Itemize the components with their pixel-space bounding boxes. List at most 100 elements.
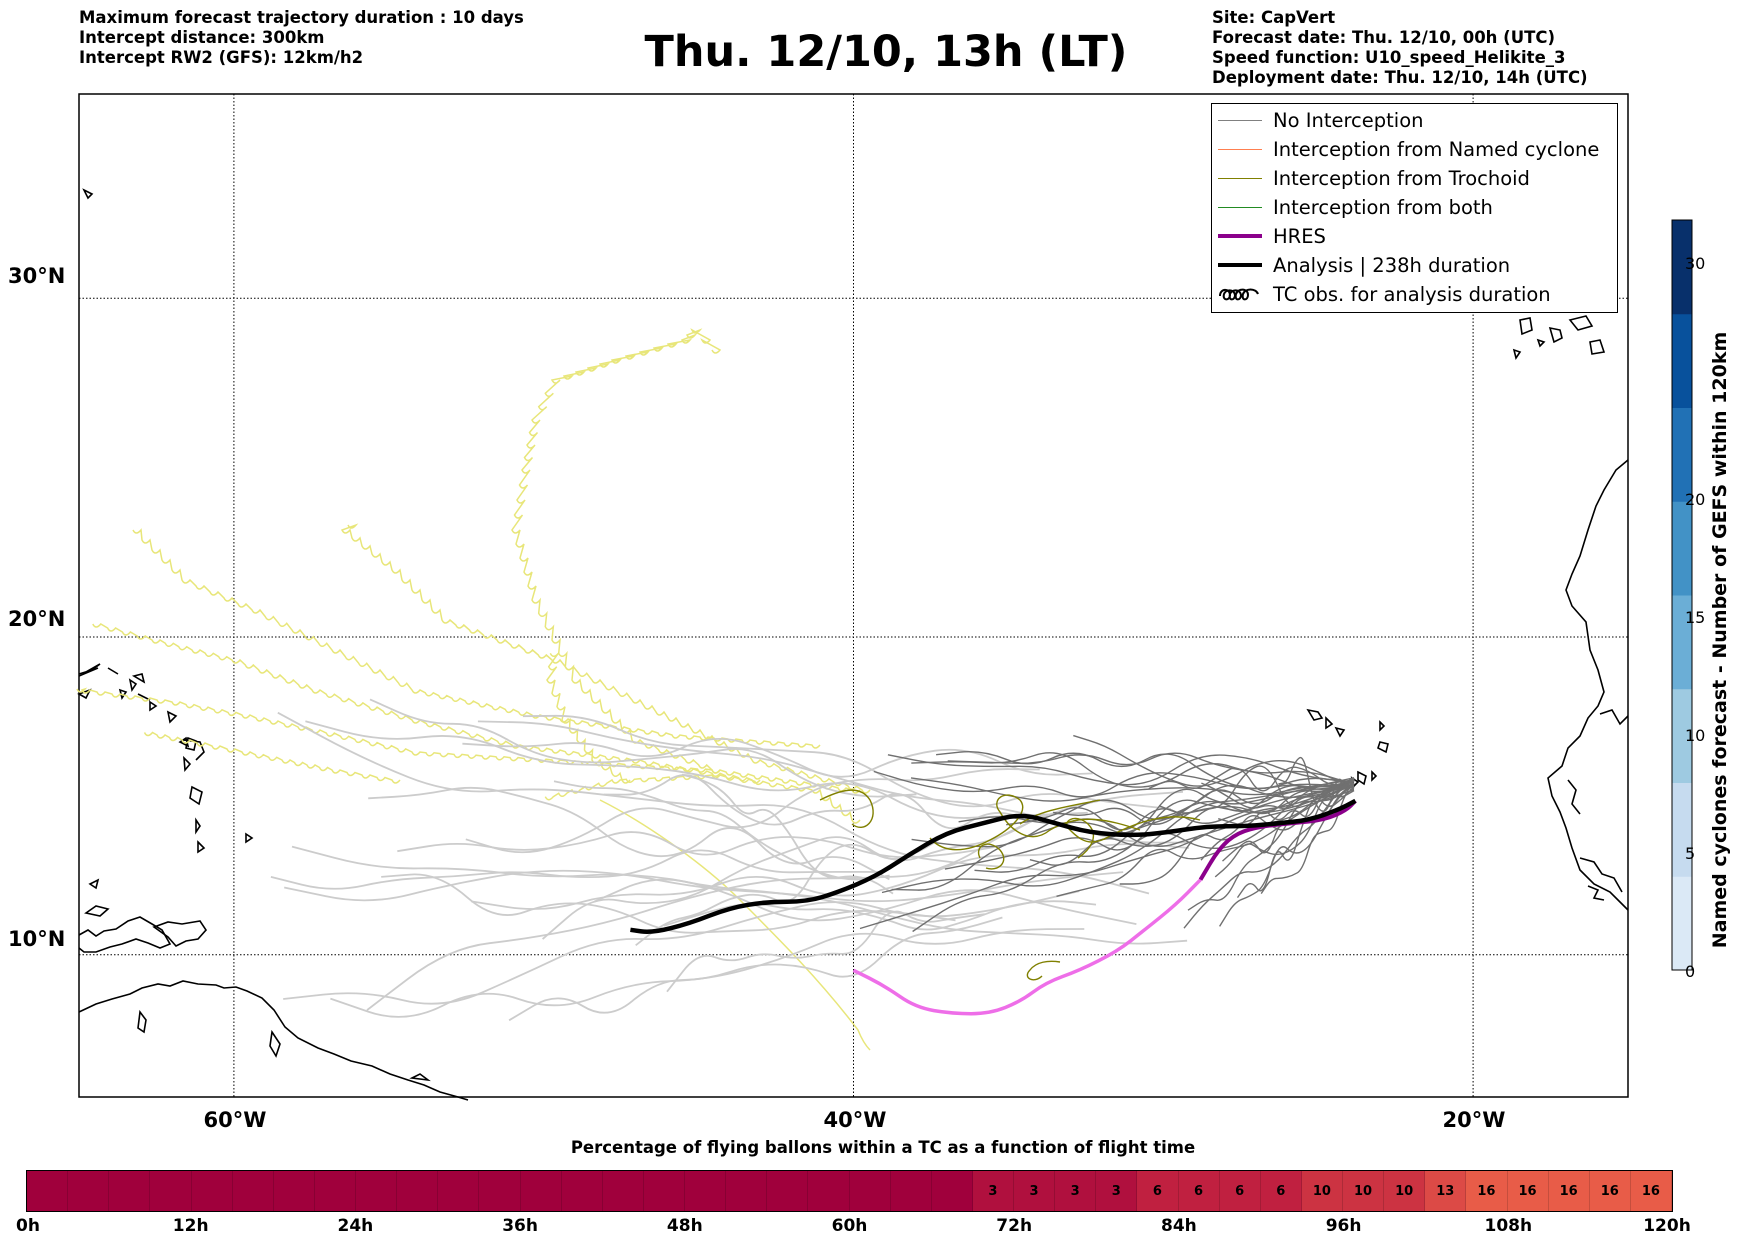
flight-bar-tick: 48h [666, 1216, 703, 1236]
colorbar-title: Named cyclones forecast - Number of GEFS… [1709, 331, 1731, 949]
no-interception-trajectory [859, 779, 1355, 930]
flight-bar-segment: 10 [1301, 1171, 1343, 1211]
flight-bar-segment [150, 1171, 192, 1211]
lon-label-60w: 60°W [203, 1108, 267, 1132]
trochoid-interception-trajectory [1026, 960, 1061, 981]
flight-bar-tick: 108h [1484, 1216, 1533, 1236]
flight-bar-segment [602, 1171, 644, 1211]
legend-swatch [1218, 207, 1262, 208]
flight-bar-segment [479, 1171, 521, 1211]
flight-bar-segment [849, 1171, 891, 1211]
colorbar-tick-10: 10 [1685, 726, 1706, 745]
flight-bar-tick: 96h [1325, 1216, 1362, 1236]
flight-bar-segment: 16 [1466, 1171, 1508, 1211]
legend-item-both: Interception from both [1212, 193, 1617, 222]
trochoid-track [340, 523, 871, 794]
flight-bar-tick: 12h [172, 1216, 209, 1236]
no-interception-trajectory [891, 789, 1355, 891]
legend-item-trochoid: Interception from Trochoid [1212, 164, 1617, 193]
early-trajectory [369, 698, 917, 798]
flight-bar-segment [520, 1171, 562, 1211]
flight-bar-segment [561, 1171, 603, 1211]
flight-bar-segment: 13 [1425, 1171, 1467, 1211]
no-interception-trajectory [1073, 734, 1355, 790]
flight-bar-tick: 72h [996, 1216, 1033, 1236]
legend-label: Interception from Trochoid [1273, 167, 1530, 190]
early-trajectory [553, 780, 890, 881]
flight-bar-segment: 16 [1548, 1171, 1590, 1211]
flight-bar-segment: 16 [1589, 1171, 1631, 1211]
flight-bar-title: Percentage of flying ballons within a TC… [570, 1138, 1196, 1157]
analysis-track [630, 798, 1357, 935]
no-interception-trajectory [887, 754, 1355, 786]
hres-track-early [852, 878, 1202, 1016]
flight-bar-segment: 10 [1384, 1171, 1426, 1211]
flight-bar-segment: 16 [1507, 1171, 1549, 1211]
early-trajectory [465, 768, 1040, 854]
legend-item-no-interception: No Interception [1212, 106, 1617, 135]
flight-bar-segment [931, 1171, 973, 1211]
flight-bar-segment: 6 [1219, 1171, 1261, 1211]
no-interception-trajectory [974, 783, 1355, 873]
deployment-date-text: Deployment date: Thu. 12/10, 14h (UTC) [1212, 68, 1588, 87]
legend-label: TC obs. for analysis duration [1273, 283, 1551, 306]
flight-bar-segment [356, 1171, 398, 1211]
flight-bar-segment: 6 [1137, 1171, 1179, 1211]
legend-swatch [1218, 149, 1262, 150]
colorbar [1671, 219, 1693, 971]
colorbar-tick-15: 15 [1685, 608, 1706, 627]
speed-function-text: Speed function: U10_speed_Helikite_3 [1212, 48, 1566, 67]
flight-bar-tick: 84h [1161, 1216, 1197, 1236]
flight-bar-segment [273, 1171, 315, 1211]
trochoid-track [143, 731, 401, 784]
forecast-date-text: Forecast date: Thu. 12/10, 00h (UTC) [1212, 28, 1556, 47]
no-interception-trajectory [947, 752, 1355, 791]
flight-bar-segment: 6 [1178, 1171, 1220, 1211]
flight-bar-segment [643, 1171, 685, 1211]
no-interception-trajectory [881, 786, 1355, 894]
flight-bar-segment: 16 [1630, 1171, 1672, 1211]
map-legend: No Interception Interception from Named … [1211, 103, 1618, 313]
trochoid-track [76, 687, 861, 794]
intercept-rw2-text: Intercept RW2 (GFS): 12km/h2 [79, 48, 364, 67]
early-trajectory [368, 786, 890, 881]
colorbar-segment [1672, 501, 1692, 596]
flight-bar-segment [314, 1171, 356, 1211]
flight-bar-tick: 60h [831, 1216, 868, 1236]
early-trajectories [270, 698, 1193, 1022]
early-trajectory [381, 873, 956, 934]
legend-item-analysis: Analysis | 238h duration [1212, 251, 1617, 280]
trochoid-track [544, 774, 861, 824]
flight-bar-segment: 3 [1055, 1171, 1097, 1211]
colorbar-segment [1672, 782, 1692, 877]
colorbar-segment [1672, 876, 1692, 971]
site-text: Site: CapVert [1212, 8, 1336, 27]
flight-bar-segment [438, 1171, 480, 1211]
colorbar-tick-20: 20 [1685, 490, 1706, 509]
trochoid-interception-trajectory [1019, 799, 1101, 825]
flight-bar-segment [68, 1171, 110, 1211]
legend-swatch [1218, 178, 1262, 179]
legend-label: No Interception [1273, 109, 1424, 132]
early-trajectory [277, 711, 1150, 895]
max-duration-text: Maximum forecast trajectory duration : 1… [79, 8, 524, 27]
legend-item-hres: HRES [1212, 222, 1617, 251]
flight-bar-segment [109, 1171, 151, 1211]
flight-bar-segment [397, 1171, 439, 1211]
no-interception-trajectory [911, 752, 1355, 788]
colorbar-segment [1672, 220, 1692, 315]
trochoid-cyclone-tracks [76, 328, 871, 1051]
early-trajectory [594, 878, 1188, 945]
no-interception-trajectory [1006, 783, 1355, 831]
legend-swatch [1218, 120, 1262, 121]
flight-bar-tick: 36h [502, 1216, 538, 1236]
colorbar-segment [1672, 595, 1692, 690]
lon-label-40w: 40°W [823, 1108, 887, 1132]
no-interception-trajectory [936, 751, 1355, 790]
early-trajectory [522, 714, 1171, 810]
flight-bar-tick: 120h [1643, 1216, 1691, 1236]
flight-bar-segment [808, 1171, 850, 1211]
trochoid-track [546, 652, 631, 784]
trochoid-track [92, 623, 761, 784]
page-title: Thu. 12/10, 13h (LT) [644, 27, 1128, 77]
